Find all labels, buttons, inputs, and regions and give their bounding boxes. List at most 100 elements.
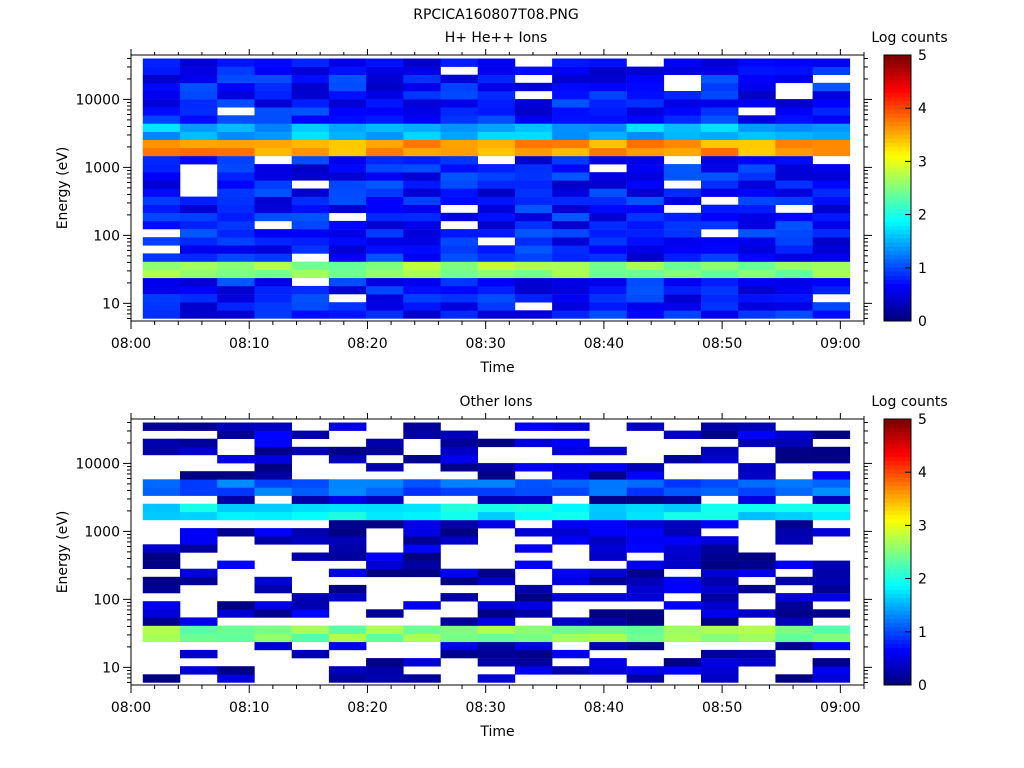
heatmap-cell	[738, 633, 776, 643]
heatmap-cell	[738, 123, 776, 132]
heatmap-cell	[217, 237, 255, 246]
heatmap-cell	[254, 188, 292, 197]
heatmap-cell	[626, 576, 665, 586]
heatmap-cell	[254, 302, 292, 311]
heatmap-cell	[514, 463, 553, 472]
colorbar-step	[884, 448, 911, 453]
heatmap-cell	[552, 115, 590, 124]
heatmap-cell	[626, 139, 665, 149]
heatmap-cell	[328, 107, 367, 116]
heatmap-cell	[626, 674, 665, 683]
heatmap-cell	[440, 237, 478, 246]
heatmap-cell	[366, 123, 404, 132]
heatmap-cell	[328, 674, 367, 683]
heatmap-cell	[738, 91, 776, 100]
heatmap-cell	[663, 99, 702, 108]
colorbar-step	[884, 547, 911, 553]
heatmap-cell	[254, 503, 292, 513]
heatmap-cell	[812, 560, 851, 569]
heatmap-cell	[366, 180, 404, 189]
heatmap-cell	[180, 528, 218, 537]
heatmap-cell	[477, 107, 516, 116]
heatmap-cell	[589, 310, 627, 319]
heatmap-cell	[254, 91, 292, 100]
heatmap-cell	[217, 455, 255, 464]
heatmap-cell	[142, 552, 181, 561]
heatmap-cell	[403, 674, 441, 683]
heatmap-cell	[142, 107, 181, 116]
heatmap-cell	[775, 503, 813, 513]
colorbar-step	[884, 643, 911, 649]
heatmap-cell	[738, 131, 776, 140]
colorbar-step	[884, 233, 911, 239]
heatmap-cell	[477, 285, 516, 295]
heatmap-cell	[291, 66, 330, 75]
colorbar-step	[884, 258, 911, 264]
heatmap-cell	[403, 229, 441, 238]
heatmap-cell	[366, 495, 404, 504]
heatmap-cell	[403, 633, 441, 643]
heatmap-cell	[477, 253, 516, 262]
heatmap-cell	[403, 487, 441, 496]
heatmap-cell	[701, 544, 739, 553]
heatmap-cell	[477, 91, 516, 100]
heatmap-cell	[663, 511, 702, 521]
heatmap-cell	[589, 156, 627, 165]
heatmap-cell	[552, 463, 590, 472]
heatmap-cell	[738, 463, 776, 472]
heatmap-cell	[403, 188, 441, 197]
heatmap-cell	[477, 576, 516, 586]
heatmap-cell	[701, 601, 739, 610]
heatmap-cell	[626, 269, 665, 279]
heatmap-cell	[440, 503, 478, 513]
colorbar-step	[884, 154, 911, 160]
colorbar-step	[884, 431, 911, 437]
heatmap-cell	[180, 649, 218, 659]
heatmap-cell	[403, 455, 441, 464]
colorbar-step	[884, 589, 911, 595]
heatmap-cell	[403, 601, 441, 610]
heatmap-cell	[812, 674, 851, 683]
heatmap-cell	[589, 552, 627, 561]
colorbar-step	[884, 477, 911, 482]
heatmap-cell	[552, 139, 590, 149]
heatmap-cell	[663, 115, 702, 124]
heatmap-cell	[440, 446, 478, 456]
heatmap-cell	[254, 430, 292, 439]
heatmap-cell	[217, 58, 255, 67]
heatmap-cell	[738, 204, 776, 214]
colorbar-tick-label: 2	[918, 208, 927, 224]
heatmap-cell	[254, 172, 292, 181]
heatmap-cell	[142, 479, 181, 488]
heatmap-cell	[440, 261, 478, 270]
heatmap-cell	[812, 196, 851, 205]
heatmap-cell	[663, 302, 702, 311]
heatmap-cell	[514, 196, 553, 205]
colorbar-step	[884, 435, 911, 441]
heatmap-cell	[701, 58, 739, 67]
heatmap-cell	[589, 568, 627, 578]
heatmap-cell	[328, 285, 367, 295]
colorbar-step	[884, 452, 911, 457]
heatmap-cell	[775, 487, 813, 496]
heatmap-cell	[589, 229, 627, 238]
heatmap-cell	[701, 99, 739, 108]
heatmap-cell	[701, 649, 739, 659]
colorbar-step	[884, 316, 911, 322]
heatmap-cell	[477, 245, 516, 254]
heatmap-cell	[514, 82, 553, 92]
colorbar-step	[884, 647, 911, 653]
colorbar-step	[884, 171, 911, 177]
colorbar-step	[884, 427, 911, 432]
heatmap-cell	[180, 58, 218, 67]
heatmap-cell	[812, 633, 851, 643]
heatmap-cell	[180, 253, 218, 262]
heatmap-cell	[775, 156, 813, 165]
heatmap-cell	[626, 99, 665, 108]
heatmap-cell	[663, 294, 702, 303]
panel-title: H+ He++ Ions	[445, 30, 548, 46]
heatmap-cell	[180, 147, 218, 157]
heatmap-cell	[403, 74, 441, 84]
heatmap-cell	[254, 253, 292, 262]
heatmap-cell	[663, 495, 702, 504]
